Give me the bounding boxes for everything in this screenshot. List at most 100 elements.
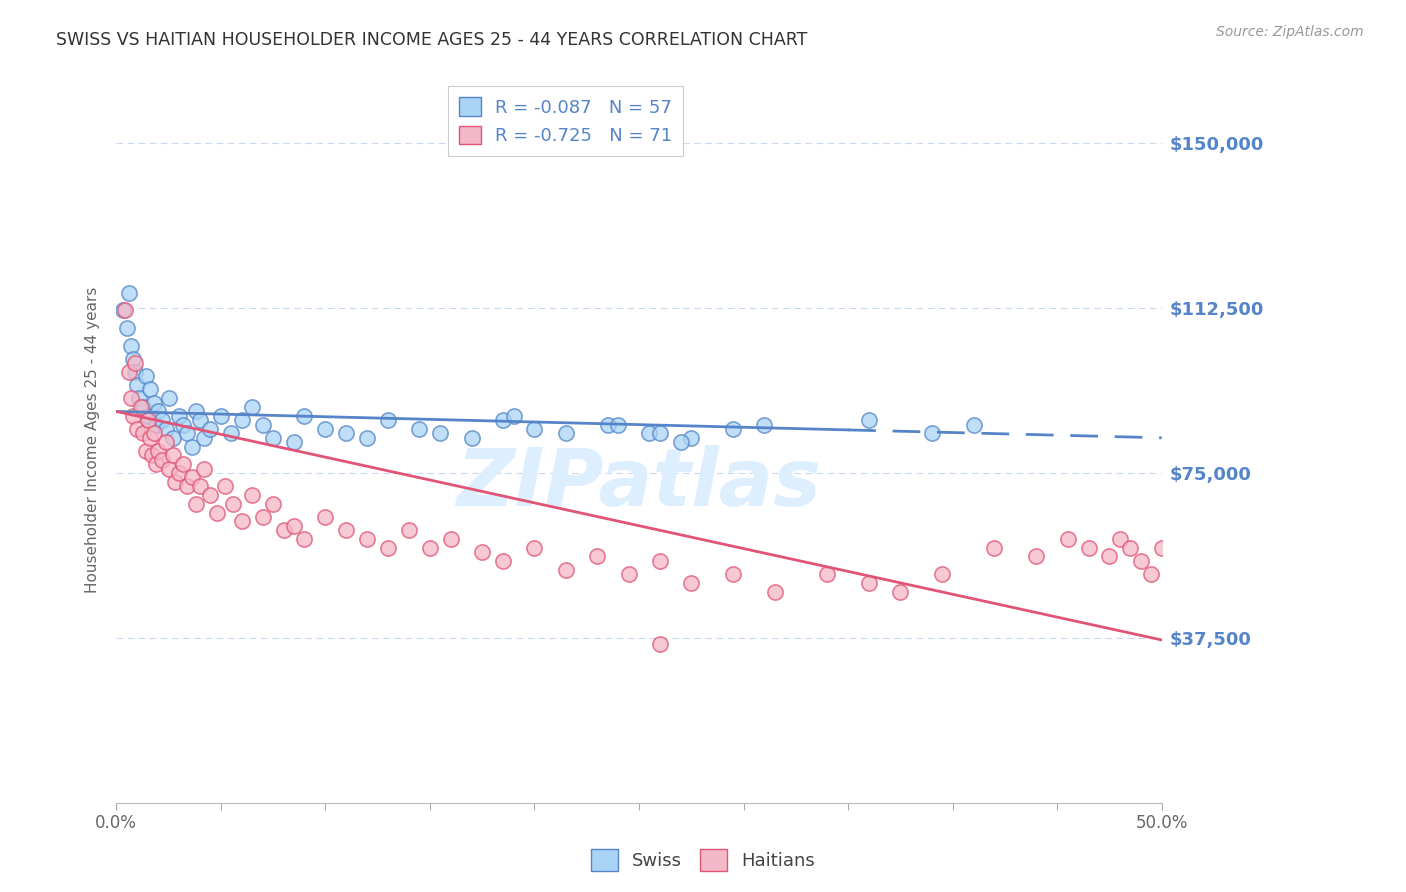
Point bbox=[858, 413, 880, 427]
Point bbox=[184, 404, 207, 418]
Point bbox=[273, 523, 295, 537]
Point bbox=[252, 417, 274, 432]
Point bbox=[114, 303, 136, 318]
Point bbox=[1025, 549, 1047, 564]
Point bbox=[118, 285, 141, 300]
Point bbox=[128, 391, 150, 405]
Point bbox=[155, 422, 177, 436]
Point bbox=[157, 461, 180, 475]
Text: SWISS VS HAITIAN HOUSEHOLDER INCOME AGES 25 - 44 YEARS CORRELATION CHART: SWISS VS HAITIAN HOUSEHOLDER INCOME AGES… bbox=[56, 31, 807, 49]
Point bbox=[172, 417, 194, 432]
Point bbox=[142, 426, 165, 441]
Point bbox=[205, 506, 228, 520]
Point bbox=[492, 413, 515, 427]
Point bbox=[188, 413, 211, 427]
Point bbox=[176, 426, 198, 441]
Point bbox=[172, 457, 194, 471]
Point bbox=[262, 431, 284, 445]
Point bbox=[124, 356, 146, 370]
Point bbox=[408, 422, 430, 436]
Legend: R = -0.087   N = 57, R = -0.725   N = 71: R = -0.087 N = 57, R = -0.725 N = 71 bbox=[449, 87, 683, 156]
Point bbox=[1098, 549, 1121, 564]
Point bbox=[681, 575, 703, 590]
Point bbox=[419, 541, 441, 555]
Point bbox=[502, 409, 524, 423]
Point bbox=[135, 369, 157, 384]
Point bbox=[262, 497, 284, 511]
Point bbox=[214, 479, 236, 493]
Point bbox=[120, 391, 142, 405]
Point bbox=[155, 435, 177, 450]
Point bbox=[314, 422, 336, 436]
Point bbox=[162, 431, 184, 445]
Point bbox=[607, 417, 630, 432]
Point bbox=[193, 431, 215, 445]
Point bbox=[167, 466, 190, 480]
Point bbox=[146, 444, 169, 458]
Point bbox=[136, 413, 159, 427]
Point bbox=[184, 497, 207, 511]
Point bbox=[669, 435, 692, 450]
Point bbox=[157, 391, 180, 405]
Point bbox=[617, 567, 640, 582]
Point bbox=[200, 488, 222, 502]
Point bbox=[240, 400, 263, 414]
Point bbox=[136, 409, 159, 423]
Point bbox=[763, 584, 786, 599]
Point bbox=[127, 422, 149, 436]
Point bbox=[222, 497, 245, 511]
Point bbox=[492, 554, 515, 568]
Point bbox=[921, 426, 943, 441]
Point bbox=[554, 563, 576, 577]
Point bbox=[231, 413, 253, 427]
Point bbox=[294, 532, 316, 546]
Point bbox=[1150, 541, 1173, 555]
Point bbox=[1109, 532, 1132, 546]
Point bbox=[135, 444, 157, 458]
Point bbox=[554, 426, 576, 441]
Point bbox=[188, 479, 211, 493]
Point bbox=[983, 541, 1005, 555]
Point bbox=[122, 351, 145, 366]
Point bbox=[523, 541, 546, 555]
Point bbox=[180, 470, 202, 484]
Point bbox=[429, 426, 451, 441]
Legend: Swiss, Haitians: Swiss, Haitians bbox=[583, 842, 823, 879]
Point bbox=[167, 409, 190, 423]
Point bbox=[596, 417, 619, 432]
Point bbox=[1129, 554, 1152, 568]
Point bbox=[754, 417, 776, 432]
Point bbox=[586, 549, 609, 564]
Point bbox=[120, 338, 142, 352]
Point bbox=[1077, 541, 1099, 555]
Point bbox=[335, 426, 357, 441]
Point bbox=[398, 523, 420, 537]
Point bbox=[141, 449, 163, 463]
Point bbox=[176, 479, 198, 493]
Point bbox=[111, 303, 134, 318]
Point bbox=[889, 584, 911, 599]
Point bbox=[209, 409, 232, 423]
Point bbox=[138, 431, 160, 445]
Point bbox=[815, 567, 838, 582]
Point bbox=[638, 426, 661, 441]
Point bbox=[193, 461, 215, 475]
Point bbox=[115, 321, 138, 335]
Text: ZIPatlas: ZIPatlas bbox=[457, 444, 821, 523]
Point bbox=[377, 541, 399, 555]
Point bbox=[145, 457, 167, 471]
Point bbox=[124, 365, 146, 379]
Point bbox=[146, 404, 169, 418]
Point bbox=[142, 395, 165, 409]
Point bbox=[1119, 541, 1142, 555]
Point bbox=[858, 575, 880, 590]
Point bbox=[648, 554, 671, 568]
Point bbox=[294, 409, 316, 423]
Point bbox=[162, 449, 184, 463]
Point bbox=[180, 440, 202, 454]
Point bbox=[1161, 549, 1184, 564]
Point bbox=[200, 422, 222, 436]
Point bbox=[471, 545, 494, 559]
Point bbox=[219, 426, 242, 441]
Y-axis label: Householder Income Ages 25 - 44 years: Householder Income Ages 25 - 44 years bbox=[86, 287, 100, 593]
